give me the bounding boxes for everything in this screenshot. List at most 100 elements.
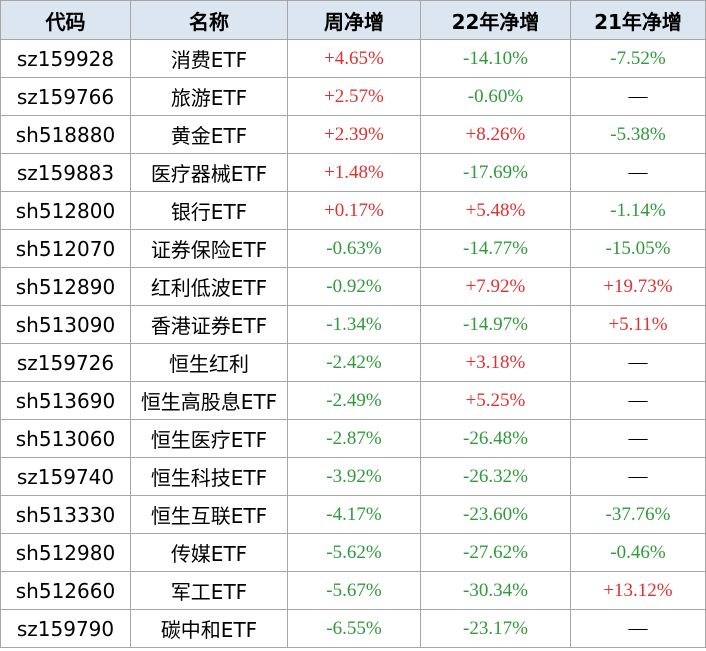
change-cell: -2.87%	[287, 419, 421, 458]
table-row: sz159883 医疗器械ETF +1.48% -17.69% —	[0, 153, 706, 192]
table-row: sh512660 军工ETF -5.67% -30.34% +13.12%	[0, 571, 706, 610]
name-cell: 医疗器械ETF	[130, 153, 288, 192]
change-cell: +2.39%	[287, 115, 421, 154]
table-row: sh513330 恒生互联ETF -4.17% -23.60% -37.76%	[0, 495, 706, 534]
name-cell: 香港证券ETF	[130, 305, 288, 344]
code-cell: sh512980	[0, 533, 131, 572]
change-cell: -0.92%	[287, 267, 421, 306]
change-cell: -4.17%	[287, 495, 421, 534]
change-cell: -14.10%	[420, 39, 571, 78]
code-cell: sh512660	[0, 571, 131, 610]
table-row: sz159766 旅游ETF +2.57% -0.60% —	[0, 77, 706, 116]
change-cell: —	[570, 381, 706, 420]
change-cell: -23.17%	[420, 609, 571, 648]
name-cell: 恒生红利	[130, 343, 288, 382]
change-cell: -0.46%	[570, 533, 706, 572]
name-cell: 证券保险ETF	[130, 229, 288, 268]
change-cell: +5.25%	[420, 381, 571, 420]
header-row: 代码 名称 周净增 22年净增 21年净增	[0, 0, 706, 40]
change-cell: -17.69%	[420, 153, 571, 192]
change-cell: +5.48%	[420, 191, 571, 230]
change-cell: -0.60%	[420, 77, 571, 116]
change-cell: -37.76%	[570, 495, 706, 534]
change-cell: —	[570, 419, 706, 458]
header-cell: 22年净增	[420, 0, 571, 40]
change-cell: -2.49%	[287, 381, 421, 420]
change-cell: +2.57%	[287, 77, 421, 116]
change-cell: -5.62%	[287, 533, 421, 572]
change-cell: +19.73%	[570, 267, 706, 306]
code-cell: sh513330	[0, 495, 131, 534]
change-cell: -15.05%	[570, 229, 706, 268]
code-cell: sh513090	[0, 305, 131, 344]
header-cell: 代码	[0, 0, 131, 40]
table-row: sh512800 银行ETF +0.17% +5.48% -1.14%	[0, 191, 706, 230]
name-cell: 黄金ETF	[130, 115, 288, 154]
code-cell: sh518880	[0, 115, 131, 154]
code-cell: sh513690	[0, 381, 131, 420]
change-cell: +4.65%	[287, 39, 421, 78]
header-cell: 21年净增	[570, 0, 706, 40]
table-row: sh512890 红利低波ETF -0.92% +7.92% +19.73%	[0, 267, 706, 306]
table-row: sh513690 恒生高股息ETF -2.49% +5.25% —	[0, 381, 706, 420]
change-cell: +8.26%	[420, 115, 571, 154]
change-cell: -30.34%	[420, 571, 571, 610]
change-cell: +13.12%	[570, 571, 706, 610]
header-cell: 名称	[130, 0, 288, 40]
change-cell: +3.18%	[420, 343, 571, 382]
table-row: sz159928 消费ETF +4.65% -14.10% -7.52%	[0, 39, 706, 78]
table-row: sz159790 碳中和ETF -6.55% -23.17% —	[0, 609, 706, 648]
code-cell: sz159790	[0, 609, 131, 648]
change-cell: —	[570, 153, 706, 192]
change-cell: +0.17%	[287, 191, 421, 230]
change-cell: -14.97%	[420, 305, 571, 344]
code-cell: sh512890	[0, 267, 131, 306]
change-cell: —	[570, 77, 706, 116]
table-row: sh513060 恒生医疗ETF -2.87% -26.48% —	[0, 419, 706, 458]
change-cell: -1.14%	[570, 191, 706, 230]
code-cell: sz159928	[0, 39, 131, 78]
name-cell: 消费ETF	[130, 39, 288, 78]
change-cell: +1.48%	[287, 153, 421, 192]
code-cell: sh512800	[0, 191, 131, 230]
change-cell: —	[570, 457, 706, 496]
table-row: sh518880 黄金ETF +2.39% +8.26% -5.38%	[0, 115, 706, 154]
table-row: sz159726 恒生红利 -2.42% +3.18% —	[0, 343, 706, 382]
table-row: sz159740 恒生科技ETF -3.92% -26.32% —	[0, 457, 706, 496]
change-cell: —	[570, 609, 706, 648]
change-cell: -1.34%	[287, 305, 421, 344]
table-body: sz159928 消费ETF +4.65% -14.10% -7.52% sz159766…	[0, 39, 706, 648]
name-cell: 军工ETF	[130, 571, 288, 610]
name-cell: 恒生科技ETF	[130, 457, 288, 496]
name-cell: 银行ETF	[130, 191, 288, 230]
change-cell: -27.62%	[420, 533, 571, 572]
name-cell: 恒生高股息ETF	[130, 381, 288, 420]
name-cell: 恒生互联ETF	[130, 495, 288, 534]
name-cell: 恒生医疗ETF	[130, 419, 288, 458]
change-cell: -7.52%	[570, 39, 706, 78]
table-header: 代码 名称 周净增 22年净增 21年净增	[0, 0, 706, 40]
code-cell: sz159766	[0, 77, 131, 116]
code-cell: sz159726	[0, 343, 131, 382]
change-cell: -0.63%	[287, 229, 421, 268]
name-cell: 红利低波ETF	[130, 267, 288, 306]
change-cell: -23.60%	[420, 495, 571, 534]
change-cell: -5.67%	[287, 571, 421, 610]
code-cell: sz159740	[0, 457, 131, 496]
change-cell: +5.11%	[570, 305, 706, 344]
change-cell: -26.48%	[420, 419, 571, 458]
change-cell: -5.38%	[570, 115, 706, 154]
change-cell: -26.32%	[420, 457, 571, 496]
change-cell: +7.92%	[420, 267, 571, 306]
table-row: sh512070 证券保险ETF -0.63% -14.77% -15.05%	[0, 229, 706, 268]
change-cell: -2.42%	[287, 343, 421, 382]
table-row: sh513090 香港证券ETF -1.34% -14.97% +5.11%	[0, 305, 706, 344]
code-cell: sh512070	[0, 229, 131, 268]
change-cell: -6.55%	[287, 609, 421, 648]
name-cell: 旅游ETF	[130, 77, 288, 116]
code-cell: sh513060	[0, 419, 131, 458]
name-cell: 传媒ETF	[130, 533, 288, 572]
header-cell: 周净增	[287, 0, 421, 40]
